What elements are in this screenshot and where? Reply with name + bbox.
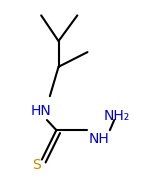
Text: NH₂: NH₂	[103, 109, 130, 123]
Text: S: S	[32, 158, 40, 172]
Text: NH: NH	[89, 132, 109, 146]
Text: HN: HN	[31, 104, 52, 118]
